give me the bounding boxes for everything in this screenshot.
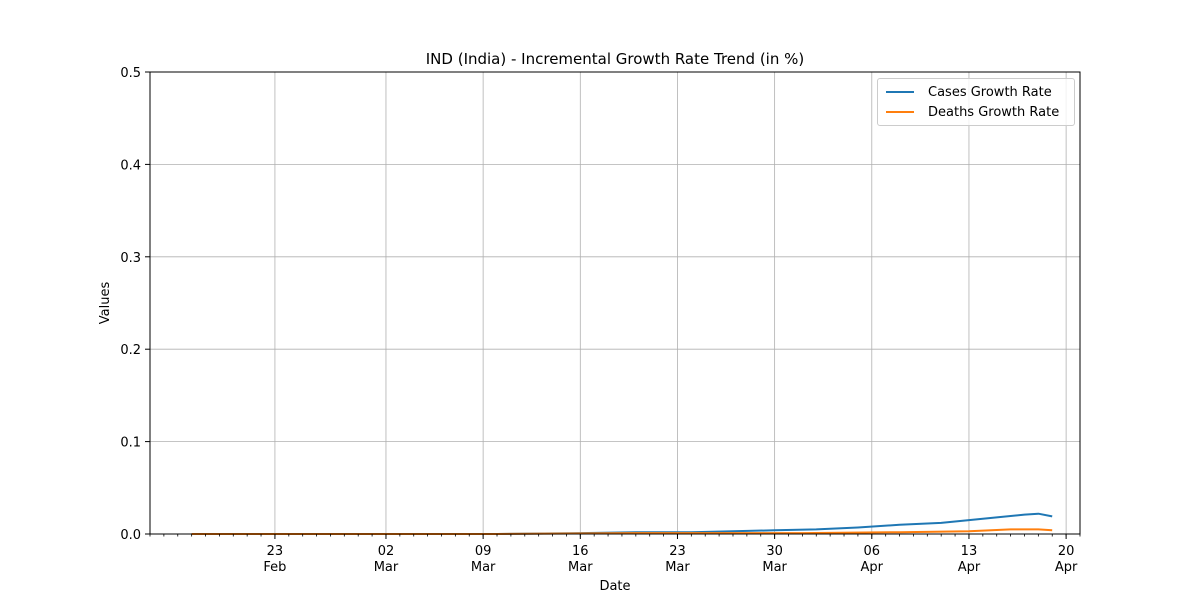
- y-axis-ticks: 0.0 0.1 0.2 0.3 0.4 0.5: [120, 66, 150, 543]
- x-tick-label-day: 23: [669, 544, 686, 559]
- x-tick-label-day: 30: [766, 544, 783, 559]
- x-tick-label-month: Apr: [1055, 560, 1078, 575]
- x-tick-label-day: 23: [267, 544, 284, 559]
- series-layer: [191, 512, 1053, 535]
- y-tick-label: 0.5: [120, 66, 141, 81]
- x-tick-label-month: Mar: [471, 560, 496, 575]
- legend-item-cases: Cases Growth Rate: [886, 82, 1052, 102]
- x-tick-label-day: 13: [961, 544, 978, 559]
- x-tick-label-day: 20: [1058, 544, 1075, 559]
- legend-swatch-deaths: [886, 111, 914, 113]
- chart-title: IND (India) - Incremental Growth Rate Tr…: [426, 50, 804, 68]
- x-tick-label-day: 02: [378, 544, 395, 559]
- grid-layer: [150, 71, 1080, 535]
- x-tick-label-month: Apr: [861, 560, 884, 575]
- legend-swatch-cases: [886, 91, 914, 93]
- y-tick-label: 0.3: [120, 251, 141, 266]
- y-tick-label: 0.1: [120, 436, 141, 451]
- x-tick-label-month: Mar: [568, 560, 593, 575]
- y-tick-label: 0.0: [120, 528, 141, 543]
- x-tick-label-day: 16: [572, 544, 589, 559]
- legend-label-cases: Cases Growth Rate: [928, 84, 1052, 100]
- x-axis-label: Date: [599, 579, 630, 594]
- legend: Cases Growth Rate Deaths Growth Rate: [877, 78, 1075, 126]
- x-axis-ticks: 23Feb02Mar09Mar16Mar23Mar30Mar06Apr13Apr…: [149, 534, 1081, 575]
- y-tick-label: 0.4: [120, 158, 141, 173]
- x-tick-label-day: 06: [864, 544, 881, 559]
- plot-frame: [149, 71, 1081, 535]
- x-tick-label-month: Feb: [263, 560, 286, 575]
- legend-item-deaths: Deaths Growth Rate: [886, 102, 1059, 122]
- legend-label-deaths: Deaths Growth Rate: [928, 104, 1060, 120]
- x-tick-label-month: Apr: [958, 560, 981, 575]
- y-axis-label: Values: [98, 282, 113, 325]
- x-tick-label-day: 09: [475, 544, 492, 559]
- y-tick-label: 0.2: [120, 343, 141, 358]
- x-tick-label-month: Mar: [374, 560, 399, 575]
- x-tick-label-month: Mar: [762, 560, 787, 575]
- x-tick-label-month: Mar: [665, 560, 690, 575]
